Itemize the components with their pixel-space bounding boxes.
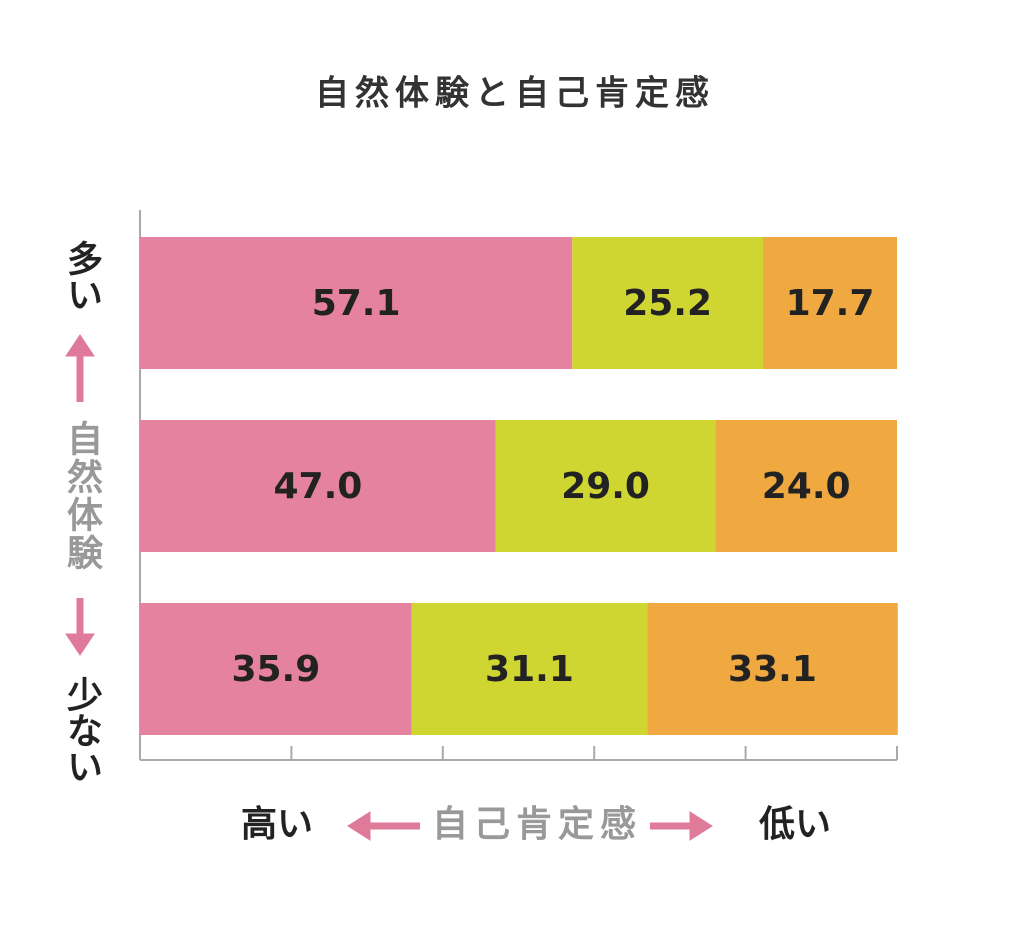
bar-segment (647, 603, 898, 735)
data-label: 33.1 (728, 649, 817, 690)
data-label: 17.7 (786, 283, 875, 324)
data-label: 25.2 (623, 283, 712, 324)
y-axis-label: 自然体験 (61, 420, 103, 572)
arrow-left-head (347, 811, 371, 841)
data-label: 57.1 (312, 283, 401, 324)
data-label: 24.0 (762, 466, 851, 507)
x-label-left: 高い (241, 804, 313, 845)
x-label-right: 低い (759, 804, 831, 845)
data-label: 31.1 (485, 649, 574, 690)
x-axis-label: 自己肯定感 (432, 804, 642, 845)
y-label-top: 多い (61, 240, 102, 312)
arrow-up-head (65, 334, 95, 357)
data-label: 47.0 (273, 466, 362, 507)
data-label: 29.0 (561, 466, 650, 507)
bar-segment (140, 420, 496, 552)
bar-segment (140, 237, 573, 369)
bar-segment (140, 603, 412, 735)
arrow-down-head (65, 633, 95, 656)
y-label-bottom: 少ない (61, 676, 103, 784)
bar-segment (411, 603, 648, 735)
bar-segment (572, 237, 764, 369)
chart-title: 自然体験と自己肯定感 (315, 74, 715, 114)
bar-segment (763, 237, 897, 369)
bar-segment (495, 420, 716, 552)
data-label: 35.9 (231, 649, 320, 690)
bar-segment (715, 420, 897, 552)
arrow-right-head (689, 811, 713, 841)
arrows (65, 334, 713, 841)
